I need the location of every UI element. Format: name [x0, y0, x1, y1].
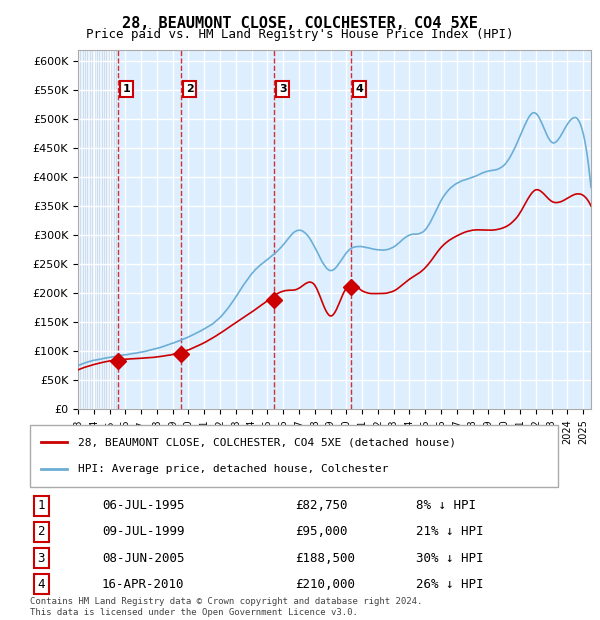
Text: 09-JUL-1999: 09-JUL-1999	[102, 526, 184, 538]
Text: 2: 2	[37, 526, 45, 538]
Text: 28, BEAUMONT CLOSE, COLCHESTER, CO4 5XE: 28, BEAUMONT CLOSE, COLCHESTER, CO4 5XE	[122, 16, 478, 30]
Text: HPI: Average price, detached house, Colchester: HPI: Average price, detached house, Colc…	[77, 464, 388, 474]
Text: 08-JUN-2005: 08-JUN-2005	[102, 552, 184, 564]
Text: 30% ↓ HPI: 30% ↓ HPI	[416, 552, 484, 564]
FancyBboxPatch shape	[30, 425, 558, 487]
Text: 28, BEAUMONT CLOSE, COLCHESTER, CO4 5XE (detached house): 28, BEAUMONT CLOSE, COLCHESTER, CO4 5XE …	[77, 437, 455, 447]
Text: £210,000: £210,000	[295, 578, 355, 590]
Text: 8% ↓ HPI: 8% ↓ HPI	[416, 500, 476, 512]
Text: 1: 1	[37, 500, 45, 512]
Text: 16-APR-2010: 16-APR-2010	[102, 578, 184, 590]
Text: 26% ↓ HPI: 26% ↓ HPI	[416, 578, 484, 590]
Text: 06-JUL-1995: 06-JUL-1995	[102, 500, 184, 512]
Text: Price paid vs. HM Land Registry's House Price Index (HPI): Price paid vs. HM Land Registry's House …	[86, 28, 514, 41]
Text: £95,000: £95,000	[295, 526, 347, 538]
Text: £188,500: £188,500	[295, 552, 355, 564]
Text: 3: 3	[37, 552, 45, 564]
Text: 4: 4	[356, 84, 364, 94]
Text: 3: 3	[279, 84, 287, 94]
Text: 1: 1	[122, 84, 130, 94]
Text: 21% ↓ HPI: 21% ↓ HPI	[416, 526, 484, 538]
Text: 4: 4	[37, 578, 45, 590]
Text: £82,750: £82,750	[295, 500, 347, 512]
Bar	[78, 50, 118, 409]
Text: Contains HM Land Registry data © Crown copyright and database right 2024.
This d: Contains HM Land Registry data © Crown c…	[30, 598, 422, 617]
Text: 2: 2	[185, 84, 193, 94]
